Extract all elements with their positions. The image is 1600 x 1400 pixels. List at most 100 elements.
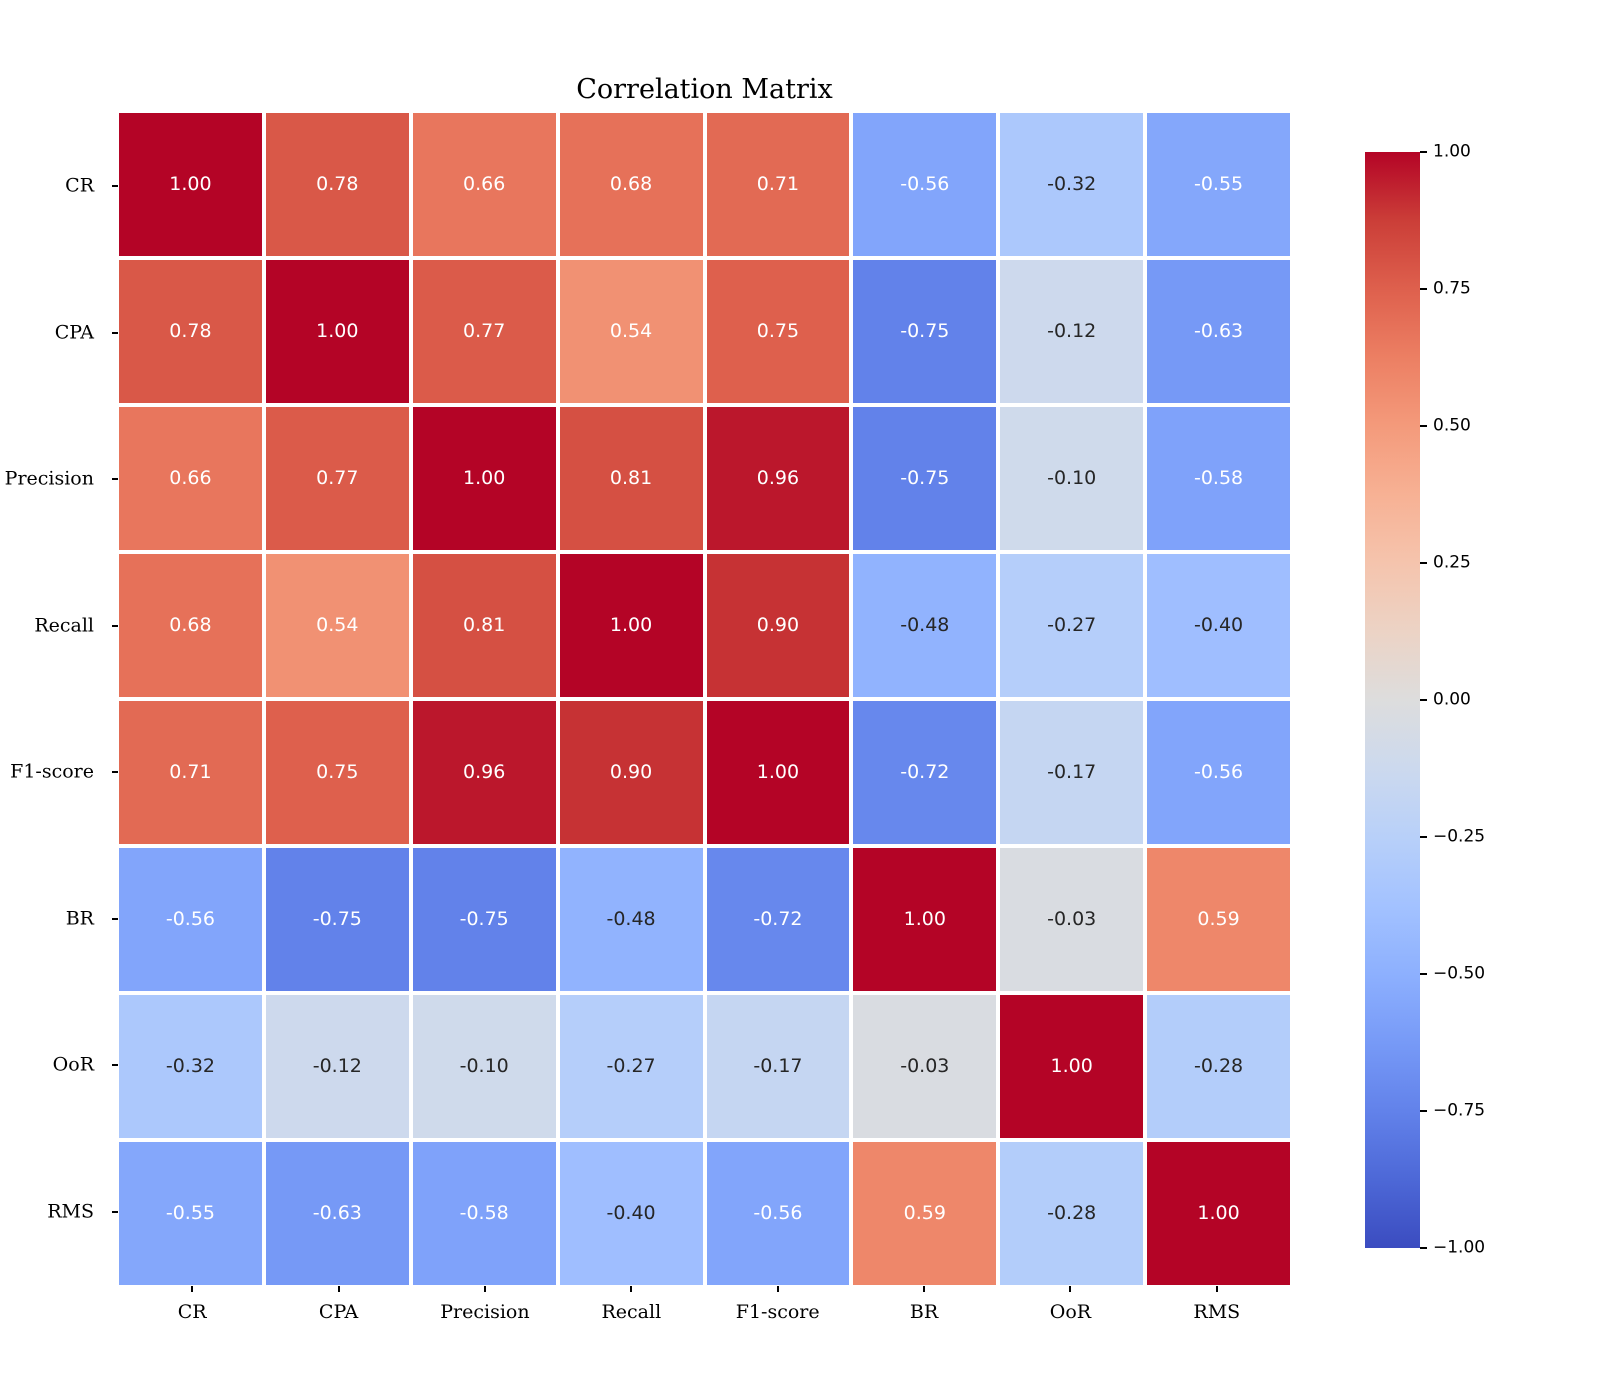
heatmap-cell-BR-OoR: -0.03 <box>1000 848 1144 991</box>
x-tick-mark <box>1069 1286 1072 1292</box>
heatmap-cell-Precision-CPA: 0.77 <box>265 407 409 550</box>
heatmap-cell-CPA-OoR: -0.12 <box>1000 260 1144 403</box>
heatmap-cell-OoR-RMS: -0.28 <box>1147 995 1290 1138</box>
colorbar-tick-label: −0.50 <box>1433 963 1486 984</box>
x-tick-mark <box>191 1286 194 1292</box>
y-tick-label-RMS: RMS <box>47 1200 94 1223</box>
heatmap-cell-RMS-Precision: -0.58 <box>412 1142 556 1285</box>
heatmap-cell-Recall-CR: 0.68 <box>119 554 262 697</box>
heatmap-cell-Recall-Precision: 0.81 <box>412 554 556 697</box>
x-tick-mark <box>1215 1286 1218 1292</box>
x-tick-label-F1-score: F1-score <box>735 1301 820 1323</box>
heatmap-cell-CR-Recall: 0.68 <box>559 113 703 256</box>
y-tick-mark <box>112 917 118 920</box>
x-tick-label-BR: BR <box>909 1301 939 1323</box>
y-tick-label-BR: BR <box>65 907 94 930</box>
heatmap: 1.00 0.78 0.66 0.68 0.71 -0.56 -0.32 -0.55 0.78 1… <box>112 113 1290 1285</box>
x-tick-mark <box>630 1286 633 1292</box>
heatmap-cell-BR-CR: -0.56 <box>119 848 262 991</box>
heatmap-cell-RMS-OoR: -0.28 <box>1000 1142 1144 1285</box>
x-tick-label-Recall: Recall <box>601 1301 662 1323</box>
heatmap-cell-F1-score-CR: 0.71 <box>119 701 262 844</box>
y-tick-mark <box>112 478 118 481</box>
heatmap-cell-Recall-CPA: 0.54 <box>265 554 409 697</box>
heatmap-cell-OoR-Recall: -0.27 <box>559 995 703 1138</box>
heatmap-cell-Precision-BR: -0.75 <box>853 407 997 550</box>
y-tick-mark <box>112 1064 118 1067</box>
colorbar-tick-label: 0.25 <box>1433 552 1471 573</box>
heatmap-cell-RMS-RMS: 1.00 <box>1147 1142 1290 1285</box>
heatmap-cell-CPA-CPA: 1.00 <box>265 260 409 403</box>
colorbar-tick-label: −0.25 <box>1433 826 1486 847</box>
y-tick-label-CR: CR <box>65 174 94 197</box>
colorbar-tick-mark <box>1420 151 1427 153</box>
x-axis: CR CPA Precision Recall F1-score BR OoR RMS <box>119 1285 1290 1345</box>
heatmap-cell-OoR-Precision: -0.10 <box>412 995 556 1138</box>
x-tick-label-OoR: OoR <box>1049 1301 1092 1323</box>
heatmap-cell-Recall-RMS: -0.40 <box>1147 554 1290 697</box>
y-tick-label-Precision: Precision <box>4 467 94 490</box>
heatmap-cell-CPA-CR: 0.78 <box>119 260 262 403</box>
y-tick-label-CPA: CPA <box>54 321 94 344</box>
y-tick-mark <box>112 771 118 774</box>
heatmap-cell-CR-Precision: 0.66 <box>412 113 556 256</box>
colorbar-tick-mark <box>1420 973 1427 975</box>
heatmap-cell-Precision-OoR: -0.10 <box>1000 407 1144 550</box>
heatmap-cell-OoR-BR: -0.03 <box>853 995 997 1138</box>
colorbar-tick-label: 0.50 <box>1433 415 1471 436</box>
heatmap-cell-F1-score-Recall: 0.90 <box>559 701 703 844</box>
heatmap-cell-OoR-OoR: 1.00 <box>1000 995 1144 1138</box>
heatmap-cell-CPA-RMS: -0.63 <box>1147 260 1290 403</box>
heatmap-cell-Precision-Recall: 0.81 <box>559 407 703 550</box>
x-tick-mark <box>483 1286 486 1292</box>
heatmap-cell-F1-score-RMS: -0.56 <box>1147 701 1290 844</box>
heatmap-cell-CR-OoR: -0.32 <box>1000 113 1144 256</box>
y-tick-mark <box>112 1210 118 1213</box>
x-tick-label-RMS: RMS <box>1193 1301 1241 1323</box>
heatmap-cell-RMS-CR: -0.55 <box>119 1142 262 1285</box>
heatmap-cell-CPA-Recall: 0.54 <box>559 260 703 403</box>
heatmap-cell-CR-F1-score: 0.71 <box>706 113 850 256</box>
heatmap-cell-BR-BR: 1.00 <box>853 848 997 991</box>
heatmap-cell-BR-Recall: -0.48 <box>559 848 703 991</box>
y-tick-mark <box>112 624 118 627</box>
heatmap-cell-RMS-Recall: -0.40 <box>559 1142 703 1285</box>
heatmap-cell-OoR-CR: -0.32 <box>119 995 262 1138</box>
colorbar-tick-mark <box>1420 425 1427 427</box>
heatmap-cell-Precision-Precision: 1.00 <box>412 407 556 550</box>
heatmap-cell-CR-BR: -0.56 <box>853 113 997 256</box>
y-tick-mark <box>112 185 118 188</box>
heatmap-cell-Precision-F1-score: 0.96 <box>706 407 850 550</box>
colorbar-tick-label: 1.00 <box>1433 141 1471 162</box>
heatmap-cell-Precision-CR: 0.66 <box>119 407 262 550</box>
x-tick-mark <box>337 1286 340 1292</box>
colorbar-tick-mark <box>1420 562 1427 564</box>
heatmap-cell-CPA-Precision: 0.77 <box>412 260 556 403</box>
heatmap-cell-RMS-F1-score: -0.56 <box>706 1142 850 1285</box>
heatmap-cell-CR-RMS: -0.55 <box>1147 113 1290 256</box>
heatmap-cell-OoR-CPA: -0.12 <box>265 995 409 1138</box>
heatmap-cell-BR-RMS: 0.59 <box>1147 848 1290 991</box>
heatmap-cell-Recall-Recall: 1.00 <box>559 554 703 697</box>
x-tick-label-CPA: CPA <box>318 1301 359 1323</box>
heatmap-cell-Recall-BR: -0.48 <box>853 554 997 697</box>
x-tick-label-Precision: Precision <box>440 1301 530 1323</box>
colorbar-gradient <box>1365 152 1420 1248</box>
heatmap-cell-Recall-F1-score: 0.90 <box>706 554 850 697</box>
colorbar-tick-label: 0.00 <box>1433 689 1471 710</box>
heatmap-cell-BR-Precision: -0.75 <box>412 848 556 991</box>
heatmap-cell-Precision-RMS: -0.58 <box>1147 407 1290 550</box>
colorbar-tick-label: 0.75 <box>1433 278 1471 299</box>
heatmap-cell-BR-CPA: -0.75 <box>265 848 409 991</box>
x-tick-mark <box>923 1286 926 1292</box>
heatmap-cell-CPA-BR: -0.75 <box>853 260 997 403</box>
colorbar-tick-mark <box>1420 836 1427 838</box>
y-tick-label-OoR: OoR <box>52 1053 94 1076</box>
colorbar-tick-label: −0.75 <box>1433 1100 1486 1121</box>
heatmap-cell-F1-score-OoR: -0.17 <box>1000 701 1144 844</box>
colorbar: 1.00 0.75 0.50 0.25 0.00 −0.25 −0.50 −0.75 −1.00 <box>1365 143 1485 1256</box>
y-tick-mark <box>112 331 118 334</box>
colorbar-tick-mark <box>1420 699 1427 701</box>
colorbar-tick-mark <box>1420 1110 1427 1112</box>
